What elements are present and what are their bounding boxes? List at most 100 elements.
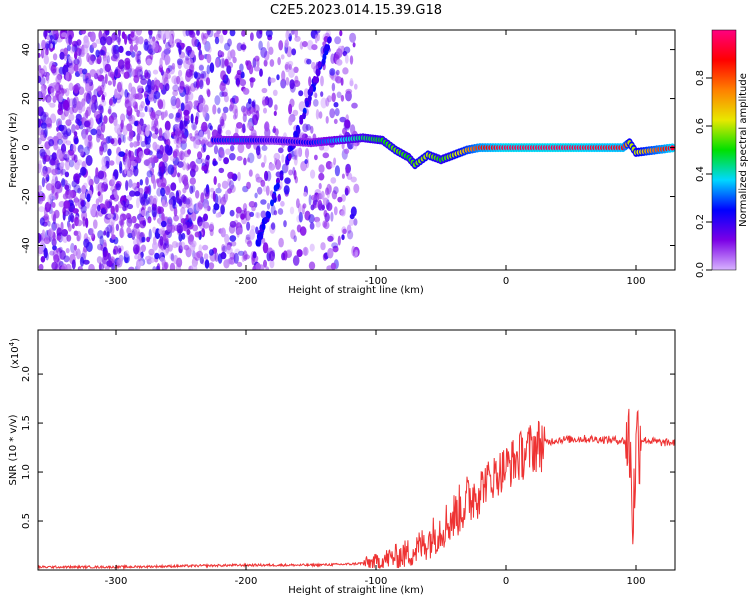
spectrogram-cell (131, 231, 137, 238)
spectrogram-cell (75, 179, 80, 185)
spectrogram-cell (308, 76, 312, 87)
spectrogram-cell (135, 228, 141, 239)
spectrogram-cell (154, 118, 159, 127)
spectrogram-cell (292, 109, 299, 117)
spectrogram-cell (137, 59, 141, 65)
spectrogram-cell (272, 89, 278, 97)
spectrogram-cell (71, 124, 76, 134)
spectrogram-cell (293, 169, 297, 180)
spectrogram-cell (173, 135, 178, 145)
spectrogram-cell (124, 33, 128, 45)
spectrogram-cell (170, 253, 175, 262)
spectrogram-cell (111, 234, 116, 240)
spectrogram-cell (220, 70, 227, 81)
spectrogram-cell (86, 106, 91, 117)
spectrogram-cell (319, 145, 325, 151)
spectrogram-cell (321, 204, 325, 211)
spectrogram-cell (104, 63, 112, 73)
spectrogram-cell (99, 235, 104, 246)
spectrogram-cell (39, 217, 45, 226)
spectrogram-cell (340, 210, 346, 217)
spectrogram-cell (183, 109, 190, 116)
spectrogram-cell (126, 227, 132, 235)
spectrogram-cell (45, 183, 53, 191)
spectrogram-cell (150, 125, 158, 132)
spectrogram-cell (65, 140, 72, 146)
spectrogram-cell (132, 244, 140, 255)
spectrogram-cell (84, 120, 91, 129)
spectrogram-cell (139, 179, 143, 186)
spectrogram-cell (183, 244, 190, 251)
spectrogram-cell (208, 262, 215, 270)
spectrogram-cell (228, 61, 234, 69)
spectrogram-cell (232, 113, 237, 120)
spectrogram-cell (220, 150, 225, 159)
spectrogram-cell (187, 85, 192, 96)
spectrogram-cell (296, 198, 300, 209)
spectrogram-cell (179, 80, 185, 91)
spectrogram-cell (128, 93, 134, 102)
spectrogram-cell (64, 171, 70, 178)
spectrogram-cell (95, 167, 99, 177)
spectrogram-cell (189, 160, 196, 171)
colorbar-ticks: 0.0 0.2 0.4 0.6 0.8 (695, 70, 712, 278)
spectrogram-cell (64, 87, 70, 97)
spectrogram-cell (261, 237, 266, 245)
spectrogram-cell (171, 62, 176, 70)
spectrogram-cell (44, 177, 48, 184)
spectrogram-cell (120, 64, 125, 72)
spectrogram-cell (156, 178, 160, 184)
spectrogram-cell (121, 200, 126, 207)
spectrogram-x-label: Height of straight line (km) (288, 285, 424, 296)
spectrogram-cell (183, 224, 188, 232)
spectrogram-cell (194, 231, 200, 238)
spectrogram-cell (195, 190, 200, 199)
spectrogram-cell (68, 215, 72, 222)
spectrogram-cell (206, 53, 212, 64)
spectrogram-cell (89, 227, 95, 239)
spectrogram-cell (237, 261, 243, 268)
spectrogram-cell (305, 157, 310, 169)
spectrogram-cell (196, 30, 200, 36)
spectrogram-cell (310, 169, 316, 179)
spectrogram-cell (185, 93, 190, 103)
spectrogram-cell (152, 226, 157, 234)
spectrogram-cell (185, 214, 189, 221)
spectrogram-cell (178, 245, 183, 254)
spectrogram-cell (265, 30, 273, 38)
spectrogram-cell (180, 102, 185, 112)
spectrogram-cell (73, 244, 77, 251)
spectrogram-cell (329, 68, 336, 76)
spectrogram-cell (82, 68, 88, 75)
spectrogram-cell (85, 217, 89, 228)
spectrogram-cell (99, 133, 105, 140)
spectrogram-cell (62, 132, 69, 140)
spectrogram-cell (60, 161, 65, 167)
colorbar-tick-label: 0.8 (695, 70, 706, 86)
spectrogram-cell (200, 125, 208, 131)
spectrogram-cell (167, 244, 173, 252)
spectrogram-cell (171, 131, 176, 137)
spectrogram-cell (93, 219, 98, 229)
spectrogram-cell (197, 151, 203, 160)
spectrogram-cell (200, 70, 207, 79)
spectrogram-cell (216, 30, 221, 35)
spectrogram-cell (40, 84, 44, 92)
spectrogram-cell (299, 114, 304, 122)
spectrogram-cell (236, 69, 242, 76)
spectrogram-cell (273, 125, 276, 133)
spectrogram-cell (39, 148, 46, 157)
spectrogram-cell (118, 247, 122, 254)
spectrogram-cell (198, 64, 204, 71)
spectrogram-cell (248, 201, 256, 208)
spectrogram-cell (57, 108, 64, 116)
spectrogram-cell (235, 206, 242, 214)
spectrogram-cell (325, 30, 331, 38)
spectrogram-cell (284, 39, 289, 48)
spectrogram-cell (242, 87, 250, 95)
spectrogram-cell (203, 187, 211, 197)
spectrogram-cell (111, 263, 115, 270)
spectrogram-cell (38, 263, 44, 270)
colorbar: 0.0 0.2 0.4 0.6 0.8 Normalized spectral ampl… (695, 29, 749, 278)
spectrogram-cell (280, 78, 287, 89)
